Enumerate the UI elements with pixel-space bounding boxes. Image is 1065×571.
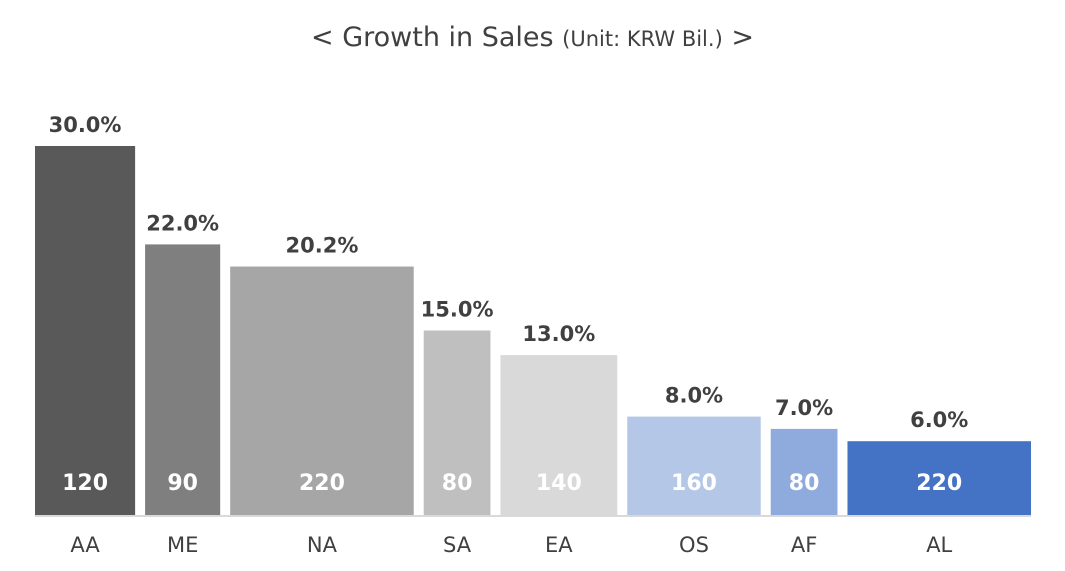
bar-ea [500,355,618,515]
sales-label-aa: 120 [62,471,108,496]
category-label-sa: SA [443,533,472,557]
growth-label-me: 22.0% [146,211,219,235]
growth-label-os: 8.0% [665,384,723,408]
sales-label-sa: 80 [442,471,473,496]
sales-label-na: 220 [299,471,345,496]
growth-label-al: 6.0% [910,408,968,432]
category-label-al: AL [926,533,952,557]
category-label-me: ME [167,533,198,557]
bar-na [230,266,414,515]
category-label-os: OS [679,533,709,557]
bar-me [145,244,221,515]
category-label-ea: EA [545,533,573,557]
growth-label-ea: 13.0% [522,322,595,346]
category-label-na: NA [307,533,338,557]
bar-os [627,416,761,515]
chart-title: < Growth in Sales (Unit: KRW Bil.) > [0,18,1065,59]
bar-aa [35,146,136,515]
bar-af [770,428,838,515]
sales-label-ea: 140 [536,471,582,496]
category-label-af: AF [791,533,817,557]
bar-sa [423,330,491,515]
sales-label-af: 80 [789,471,820,496]
category-label-aa: AA [70,533,100,557]
chart-title-unit: (Unit: KRW Bil.) [562,27,723,51]
growth-label-sa: 15.0% [421,298,494,322]
chart-title-main: < Growth in Sales [311,22,554,53]
bar-al [847,441,1031,515]
growth-label-aa: 30.0% [49,113,122,137]
growth-label-af: 7.0% [775,396,833,420]
sales-label-al: 220 [916,471,962,496]
chart-title-end: > [731,22,754,53]
sales-label-os: 160 [671,471,717,496]
growth-label-na: 20.2% [286,234,359,258]
sales-label-me: 90 [167,471,198,496]
